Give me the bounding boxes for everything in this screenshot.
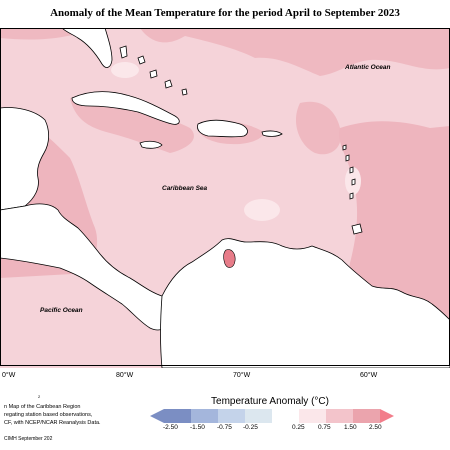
- land-puerto-rico: [261, 130, 283, 137]
- land-jamaica: [139, 140, 163, 149]
- legend-label-3: -0.75: [217, 424, 232, 431]
- land-lesser-antilles-5: [349, 192, 354, 200]
- land-yucatan: [0, 107, 50, 211]
- anomaly-band-north: [0, 28, 450, 76]
- anomaly-band-cuba: [70, 98, 194, 153]
- legend-box-2: [191, 409, 218, 423]
- legend-arrow-right: [380, 409, 394, 423]
- legend-box-3: [218, 409, 245, 423]
- land-bahamas-4: [164, 79, 173, 89]
- legend-arrow-left: [150, 409, 164, 423]
- anomaly-patch-light-south: [244, 199, 280, 221]
- color-legend: [150, 409, 394, 423]
- land-hispaniola: [197, 119, 248, 138]
- small-mark: 2: [38, 394, 41, 399]
- land-lesser-antilles-4: [351, 178, 356, 186]
- legend-label-6: 0.75: [318, 424, 331, 431]
- land-lesser-antilles-1: [342, 144, 347, 151]
- legend-box-7: [326, 409, 353, 423]
- lon-tick-0: 0°W: [2, 372, 16, 379]
- land-south-america: [160, 238, 450, 368]
- land-trinidad: [351, 223, 363, 235]
- legend-label-8: 2.50: [369, 424, 382, 431]
- land-bahamas-2: [137, 55, 146, 65]
- land-bahamas-5: [181, 88, 188, 96]
- footer-credit: CIMH September 202: [4, 436, 53, 442]
- land-bahamas-3: [149, 69, 158, 79]
- land: [0, 28, 450, 368]
- ocean-label-caribbean: Caribbean Sea: [162, 185, 208, 192]
- legend-label-5: 0.25: [292, 424, 305, 431]
- anomaly-band-northeast: [295, 101, 341, 155]
- land-florida: [61, 28, 113, 68]
- ocean-label-pacific: Pacific Ocean: [40, 307, 83, 314]
- note-line-1: n Map of the Caribbean Region: [4, 404, 81, 410]
- lon-tick-80: 80°W: [116, 372, 134, 379]
- legend-label-1: -2.50: [163, 424, 178, 431]
- map-title: Anomaly of the Mean Temperature for the …: [50, 7, 400, 19]
- land-cuba: [71, 91, 180, 125]
- legend-box-1: [164, 409, 191, 423]
- land-lesser-antilles-2: [345, 154, 350, 162]
- legend-box-4: [245, 409, 272, 423]
- legend-label-7: 1.50: [344, 424, 357, 431]
- note-line-3: CF, with NCEP/NCAR Reanalysis Data.: [4, 420, 101, 426]
- legend-title: Temperature Anomaly (°C): [211, 396, 329, 407]
- legend-box-6: [299, 409, 326, 423]
- land-lesser-antilles-3: [349, 166, 354, 174]
- land-bahamas-1: [119, 45, 128, 59]
- legend-box-8: [353, 409, 380, 423]
- legend-box-5: [272, 409, 299, 423]
- note-line-2: regating station based observations,: [4, 412, 93, 418]
- anomaly-map: Atlantic Ocean Caribbean Sea Pacific Oce…: [0, 28, 450, 368]
- ocean-label-atlantic: Atlantic Ocean: [344, 64, 391, 71]
- lake-maracaibo: [223, 249, 236, 268]
- lon-tick-60: 60°W: [360, 372, 378, 379]
- anomaly-patch-light-cuba: [111, 62, 139, 78]
- legend-label-4: -0.25: [243, 424, 258, 431]
- legend-label-2: -1.50: [190, 424, 205, 431]
- lon-tick-70: 70°W: [233, 372, 251, 379]
